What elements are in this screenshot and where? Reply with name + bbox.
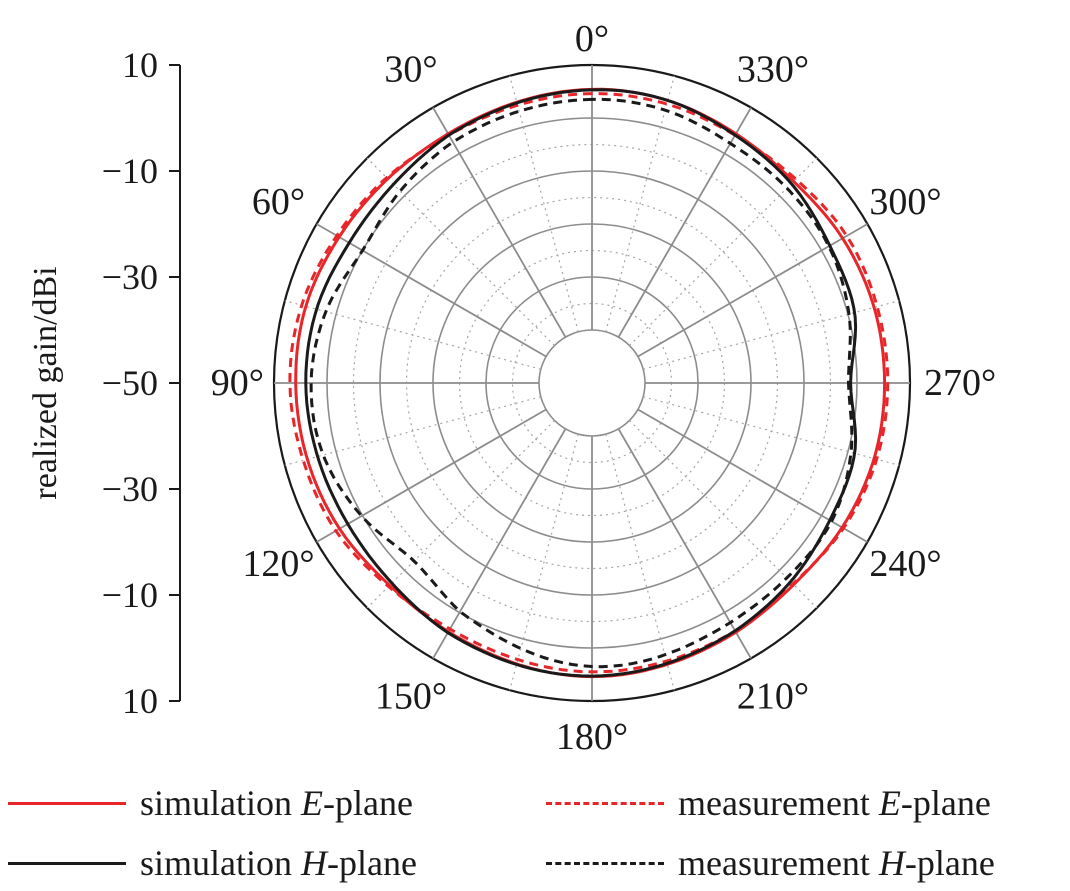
legend-label-simulation-e-plane: simulation E-plane bbox=[140, 783, 413, 823]
angle-label-330: 330° bbox=[737, 48, 809, 90]
minor-spoke bbox=[643, 300, 900, 370]
legend-swatch-measurement-e-plane bbox=[546, 801, 664, 805]
legend: simulation E-plane measurement E-plane s… bbox=[0, 770, 1070, 891]
angle-label-210: 210° bbox=[737, 676, 809, 718]
minor-spoke bbox=[509, 434, 579, 691]
legend-label-measurement-e-plane: measurement E-plane bbox=[678, 783, 991, 823]
series-measurement-e-plane bbox=[288, 92, 890, 674]
minor-spoke bbox=[509, 75, 579, 332]
major-spoke bbox=[316, 408, 547, 543]
radial-tick-label: −10 bbox=[102, 151, 158, 191]
angle-label-180: 180° bbox=[556, 716, 628, 758]
polar-chart: 10 −10 −30 −50 −30 −10 10 0° 30° 60° 90° 120° 150° 1… bbox=[27, 18, 996, 758]
minor-spoke bbox=[643, 396, 900, 466]
legend-label-simulation-h-plane: simulation H-plane bbox=[140, 843, 417, 883]
series-simulation-h-plane bbox=[304, 88, 858, 678]
minor-spoke bbox=[605, 434, 675, 691]
radial-tick-label: −30 bbox=[102, 469, 158, 509]
series-layer bbox=[288, 87, 890, 679]
legend-item-simulation-h-plane: simulation H-plane bbox=[8, 838, 417, 888]
angle-label-300: 300° bbox=[869, 181, 941, 223]
legend-swatch-simulation-e-plane bbox=[8, 801, 126, 805]
major-spoke bbox=[432, 428, 567, 659]
grid-circle bbox=[538, 329, 646, 437]
minor-spoke bbox=[284, 300, 541, 370]
minor-spoke bbox=[284, 396, 541, 466]
radial-tick-label: −30 bbox=[102, 257, 158, 297]
legend-item-measurement-e-plane: measurement E-plane bbox=[546, 778, 991, 828]
angle-label-120: 120° bbox=[242, 543, 314, 585]
angle-label-0: 0° bbox=[575, 18, 609, 60]
minor-spoke bbox=[605, 75, 675, 332]
angle-labels: 0° 30° 60° 90° 120° 150° 180° 210° 240° 270° 300° 3… bbox=[211, 18, 996, 758]
radial-tick-label: 10 bbox=[122, 681, 158, 721]
minor-spoke bbox=[629, 157, 818, 346]
minor-spoke bbox=[629, 420, 818, 609]
major-spoke bbox=[617, 107, 752, 338]
series-measurement-h-plane bbox=[309, 97, 854, 669]
legend-swatch-measurement-h-plane bbox=[546, 861, 664, 865]
major-spoke bbox=[316, 223, 547, 358]
radial-tick-label: −10 bbox=[102, 575, 158, 615]
legend-label-measurement-h-plane: measurement H-plane bbox=[678, 843, 995, 883]
y-axis-label: realized gain/dBi bbox=[27, 266, 64, 499]
angle-label-150: 150° bbox=[375, 676, 447, 718]
minor-spoke bbox=[366, 420, 555, 609]
angle-label-60: 60° bbox=[252, 181, 305, 223]
legend-item-simulation-e-plane: simulation E-plane bbox=[8, 778, 413, 828]
radial-tick-label: 10 bbox=[122, 45, 158, 85]
major-spoke bbox=[432, 107, 567, 338]
minor-spoke bbox=[366, 157, 555, 346]
angle-label-240: 240° bbox=[869, 543, 941, 585]
major-spoke bbox=[617, 428, 752, 659]
angle-label-90: 90° bbox=[211, 362, 264, 404]
radial-tick-label: −50 bbox=[102, 363, 158, 403]
angle-label-270: 270° bbox=[924, 362, 996, 404]
radial-axis: 10 −10 −30 −50 −30 −10 10 bbox=[102, 45, 181, 721]
angle-label-30: 30° bbox=[384, 48, 437, 90]
legend-item-measurement-h-plane: measurement H-plane bbox=[546, 838, 995, 888]
legend-swatch-simulation-h-plane bbox=[8, 861, 126, 865]
polar-grid bbox=[272, 63, 912, 703]
